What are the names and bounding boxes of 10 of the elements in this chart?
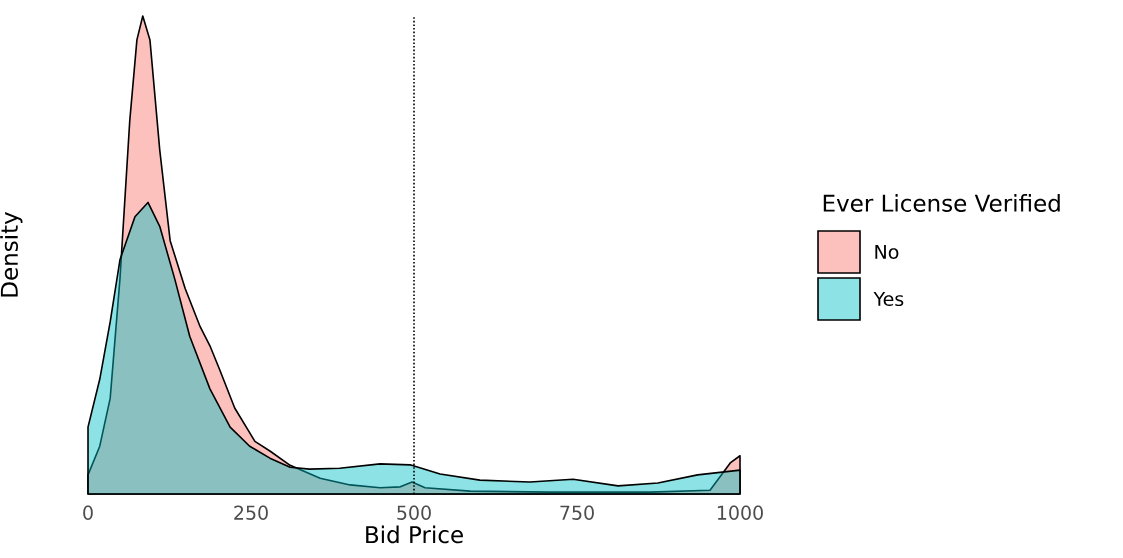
legend-title: Ever License Verified [823, 194, 1060, 212]
x-tick-label: 0 [83, 505, 93, 520]
x-tick-label: 750 [560, 505, 594, 520]
x-axis-title: Bid Price [366, 525, 463, 544]
legend-label: No [875, 244, 899, 260]
x-tick-label: 1000 [717, 505, 763, 520]
x-tick-label: 500 [397, 505, 431, 520]
x-tick-label: 250 [234, 505, 268, 520]
y-axis-title: Density [0, 211, 23, 297]
legend-label: Yes [873, 291, 904, 307]
